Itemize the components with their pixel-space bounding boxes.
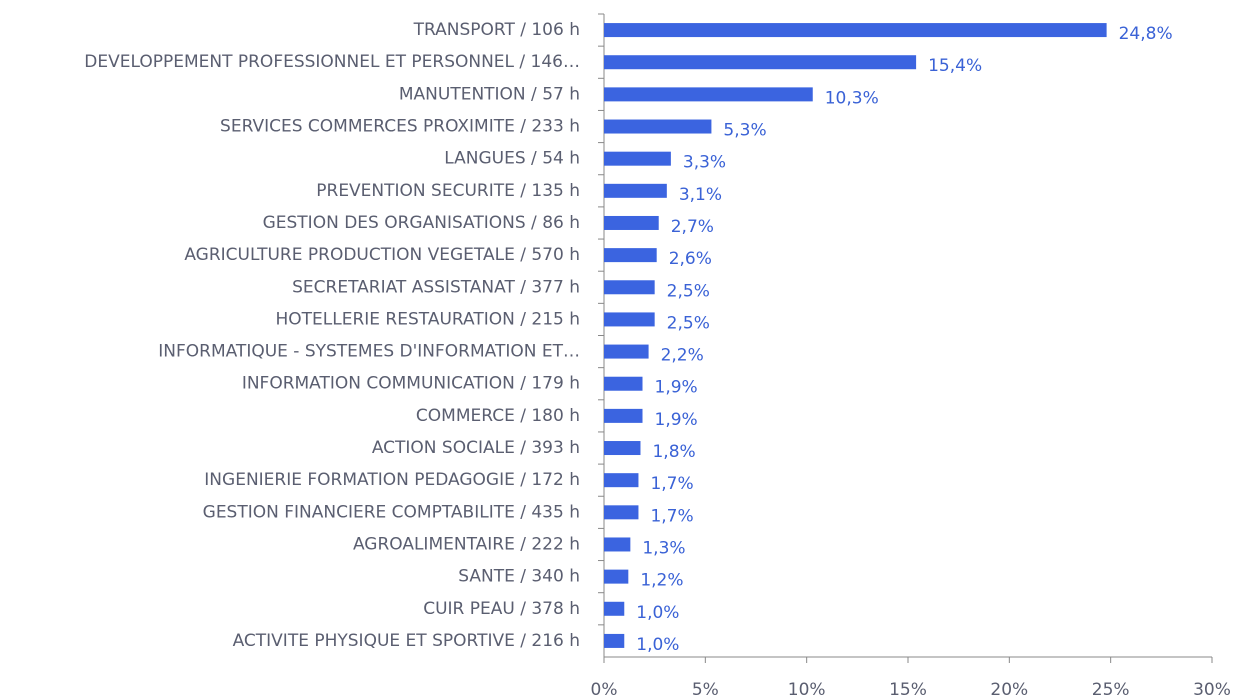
bar [604,408,643,423]
x-tick-label: 20% [990,680,1028,698]
value-label: 1,3% [642,538,685,558]
value-label: 3,1% [679,185,722,205]
value-label: 2,5% [667,313,710,333]
value-label: 1,0% [636,635,679,655]
bar [604,87,813,102]
value-label: 5,3% [723,121,766,141]
value-label: 2,7% [671,217,714,237]
bar [604,376,643,391]
value-label: 1,7% [650,506,693,526]
bar [604,344,649,359]
bar [604,23,1107,38]
value-label: 24,8% [1119,24,1173,44]
y-tick-label: MANUTENTION / 57 h [399,84,580,104]
x-tick-label: 10% [788,680,826,698]
y-tick-label: AGROALIMENTAIRE / 222 h [353,534,580,554]
y-tick-label: CUIR PEAU / 378 h [423,599,580,619]
bar [604,569,629,584]
bar [604,183,667,198]
bar [604,633,625,648]
y-tick-label: AGRICULTURE PRODUCTION VEGETALE / 570 h [184,245,580,265]
value-label: 10,3% [825,88,879,108]
y-tick-label: COMMERCE / 180 h [416,406,580,426]
y-tick-label: TRANSPORT / 106 h [413,20,580,40]
bar [604,441,641,456]
value-label: 1,8% [652,442,695,462]
y-tick-label: SECRETARIAT ASSISTANAT / 377 h [292,277,580,297]
y-tick-label: PREVENTION SECURITE / 135 h [316,181,580,201]
x-tick-label: 5% [692,680,719,698]
y-tick-label: ACTIVITE PHYSIQUE ET SPORTIVE / 216 h [233,631,580,651]
value-label: 1,9% [655,378,698,398]
x-tick-label: 0% [591,680,618,698]
value-label: 1,2% [640,571,683,591]
y-tick-label: INFORMATION COMMUNICATION / 179 h [242,374,580,394]
x-tick-label: 30% [1193,680,1231,698]
bar [604,119,712,134]
value-label: 2,5% [667,281,710,301]
bar [604,248,657,263]
bar [604,151,671,166]
y-tick-label: SERVICES COMMERCES PROXIMITE / 233 h [220,117,580,137]
y-tick-label: INGENIERIE FORMATION PEDAGOGIE / 172 h [204,470,580,490]
value-label: 15,4% [928,56,982,76]
value-label: 1,7% [650,474,693,494]
bar [604,601,625,616]
x-tick-label: 15% [889,680,927,698]
value-label: 1,0% [636,603,679,623]
y-tick-label: GESTION DES ORGANISATIONS / 86 h [263,213,580,233]
y-tick-label: HOTELLERIE RESTAURATION / 215 h [275,309,580,329]
y-tick-label: DEVELOPPEMENT PROFESSIONNEL ET PERSONNEL… [84,52,580,72]
x-tick-label: 25% [1092,680,1130,698]
y-tick-label: LANGUES / 54 h [444,149,580,169]
bar [604,473,639,488]
y-tick-label: ACTION SOCIALE / 393 h [372,438,580,458]
bar [604,537,631,552]
value-label: 2,2% [661,346,704,366]
value-label: 1,9% [655,410,698,430]
bar [604,215,659,230]
y-tick-label: SANTE / 340 h [458,567,580,587]
bar [604,55,917,70]
bar [604,505,639,520]
y-tick-label: GESTION FINANCIERE COMPTABILITE / 435 h [203,502,580,522]
value-label: 3,3% [683,153,726,173]
value-label: 2,6% [669,249,712,269]
y-tick-label: INFORMATIQUE - SYSTEMES D'INFORMATION ET… [158,342,580,362]
bar [604,312,655,327]
bar [604,280,655,295]
